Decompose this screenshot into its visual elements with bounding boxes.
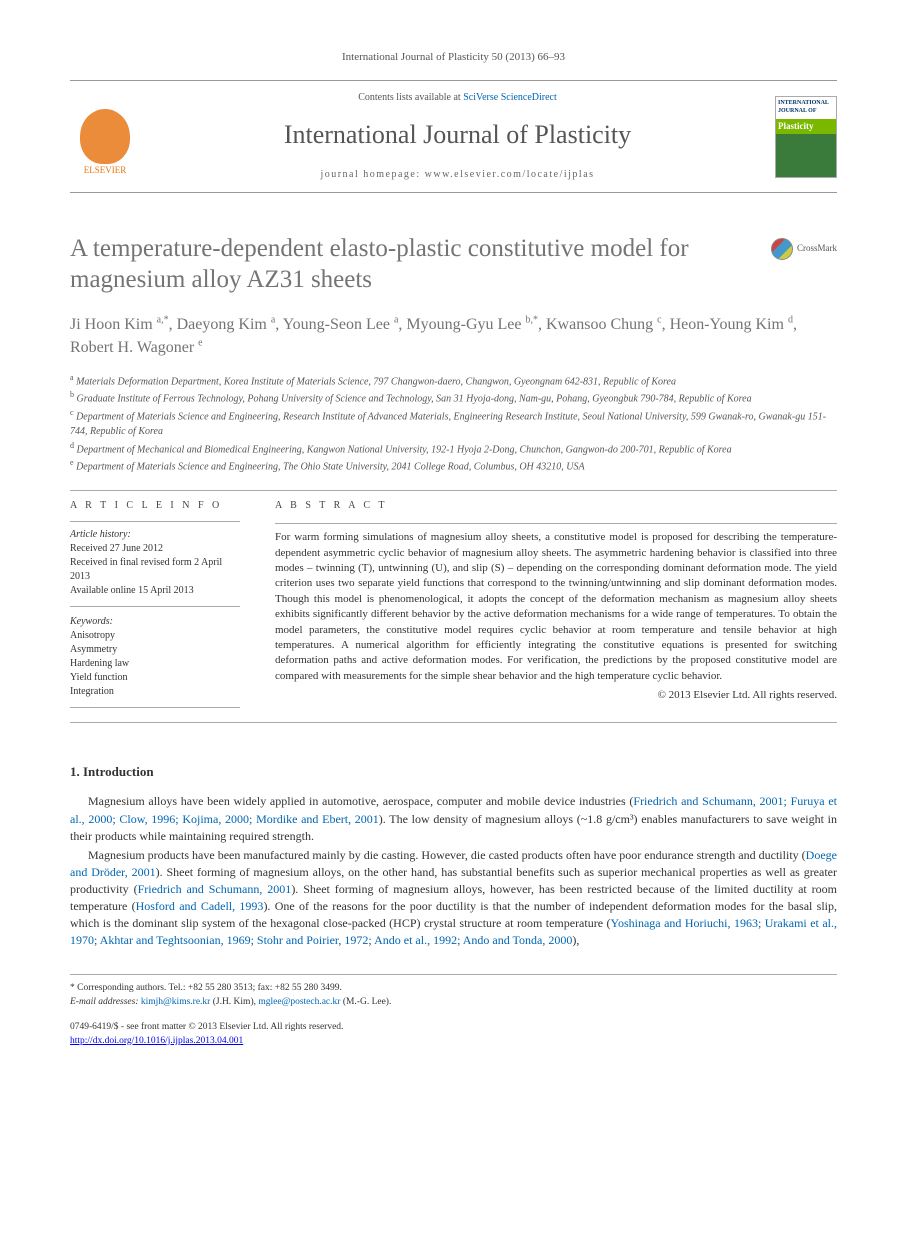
intro-para-1: Magnesium alloys have been widely applie… <box>70 793 837 844</box>
crossmark-icon <box>771 238 793 260</box>
email-1-who: (J.H. Kim), <box>210 997 258 1007</box>
abstract-text: For warm forming simulations of magnesiu… <box>275 530 837 684</box>
abstract-column: A B S T R A C T For warm forming simulat… <box>275 499 837 716</box>
journal-cover-thumb: INTERNATIONAL JOURNAL OF Plasticity <box>775 96 837 178</box>
keywords-label: Keywords: <box>70 615 240 629</box>
front-matter-line: 0749-6419/$ - see front matter © 2013 El… <box>70 1021 837 1034</box>
journal-homepage: journal homepage: www.elsevier.com/locat… <box>155 168 760 182</box>
authors: Ji Hoon Kim a,*, Daeyong Kim a, Young-Se… <box>70 313 837 359</box>
crossmark-label: CrossMark <box>797 242 837 255</box>
email-line: E-mail addresses: kimjh@kims.re.kr (J.H.… <box>70 995 837 1009</box>
keyword: Asymmetry <box>70 643 240 657</box>
contents-line: Contents lists available at SciVerse Sci… <box>155 91 760 105</box>
footnotes: * Corresponding authors. Tel.: +82 55 28… <box>70 974 837 1010</box>
publisher-name: ELSEVIER <box>84 164 127 177</box>
p2-cite-3[interactable]: Hosford and Cadell, 1993 <box>136 899 264 913</box>
masthead: ELSEVIER Contents lists available at Sci… <box>70 80 837 192</box>
cover-body <box>776 134 836 177</box>
crossmark-badge[interactable]: CrossMark <box>771 238 837 260</box>
email-2-who: (M.-G. Lee). <box>340 997 391 1007</box>
p2-e: ), <box>572 933 579 947</box>
history-line: Available online 15 April 2013 <box>70 584 240 598</box>
elsevier-tree-icon <box>80 109 130 164</box>
journal-name: International Journal of Plasticity <box>155 117 760 153</box>
history-block: Article history: Received 27 June 2012Re… <box>70 528 240 607</box>
info-rule <box>70 521 240 522</box>
top-reference: International Journal of Plasticity 50 (… <box>70 50 837 65</box>
title-row: A temperature-dependent elasto-plastic c… <box>70 233 837 296</box>
info-abstract-row: A R T I C L E I N F O Article history: R… <box>70 499 837 716</box>
section-1-heading: 1. Introduction <box>70 763 837 781</box>
doi-link[interactable]: http://dx.doi.org/10.1016/j.ijplas.2013.… <box>70 1036 243 1046</box>
affiliation-a: a Materials Deformation Department, Kore… <box>70 372 837 390</box>
contents-prefix: Contents lists available at <box>358 92 463 103</box>
keywords-block: Keywords: AnisotropyAsymmetryHardening l… <box>70 615 240 708</box>
rule-bottom <box>70 722 837 723</box>
affiliations: a Materials Deformation Department, Kore… <box>70 372 837 476</box>
elsevier-logo: ELSEVIER <box>70 97 140 177</box>
sciencedirect-link[interactable]: SciVerse ScienceDirect <box>463 92 557 103</box>
cover-bar: Plasticity <box>776 119 836 134</box>
corresponding-author: * Corresponding authors. Tel.: +82 55 28… <box>70 981 837 995</box>
article-title: A temperature-dependent elasto-plastic c… <box>70 233 756 296</box>
bottom-matter: 0749-6419/$ - see front matter © 2013 El… <box>70 1021 837 1048</box>
rule-top <box>70 490 837 491</box>
keyword: Yield function <box>70 671 240 685</box>
intro-para-2: Magnesium products have been manufacture… <box>70 847 837 949</box>
abstract-heading: A B S T R A C T <box>275 499 837 513</box>
history-line: Received in final revised form 2 April 2… <box>70 556 240 584</box>
abstract-copyright: © 2013 Elsevier Ltd. All rights reserved… <box>275 688 837 703</box>
article-info-heading: A R T I C L E I N F O <box>70 499 240 513</box>
email-1[interactable]: kimjh@kims.re.kr <box>141 997 210 1007</box>
keyword: Hardening law <box>70 657 240 671</box>
affiliation-d: d Department of Mechanical and Biomedica… <box>70 440 837 458</box>
masthead-center: Contents lists available at SciVerse Sci… <box>155 91 760 181</box>
affiliation-c: c Department of Materials Science and En… <box>70 407 837 439</box>
email-label: E-mail addresses: <box>70 997 141 1007</box>
keyword: Integration <box>70 685 240 699</box>
history-label: Article history: <box>70 528 240 542</box>
history-line: Received 27 June 2012 <box>70 542 240 556</box>
affiliation-e: e Department of Materials Science and En… <box>70 457 837 475</box>
p1-a: Magnesium alloys have been widely applie… <box>88 794 633 808</box>
email-2[interactable]: mglee@postech.ac.kr <box>258 997 340 1007</box>
p2-cite-2[interactable]: Friedrich and Schumann, 2001 <box>138 882 292 896</box>
article-info-column: A R T I C L E I N F O Article history: R… <box>70 499 240 716</box>
affiliation-b: b Graduate Institute of Ferrous Technolo… <box>70 389 837 407</box>
keyword: Anisotropy <box>70 629 240 643</box>
cover-top: INTERNATIONAL JOURNAL OF <box>776 97 836 119</box>
abstract-rule <box>275 523 837 524</box>
p2-a: Magnesium products have been manufacture… <box>88 848 806 862</box>
